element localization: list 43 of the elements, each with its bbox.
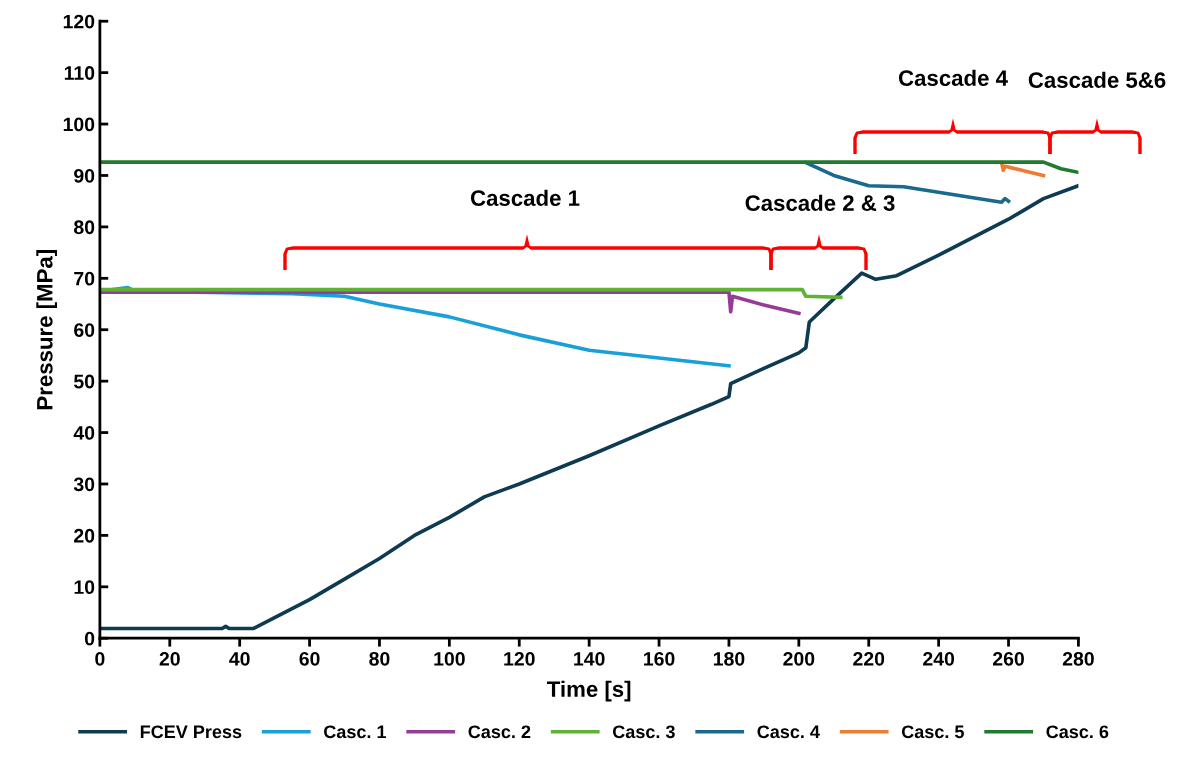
x-axis-title: Time [s] [547,680,631,702]
annotation: Cascade 2 & 3 [745,194,895,211]
y-tick-label: 90 [74,168,95,183]
y-tick-label: 20 [74,528,95,543]
x-tick-label: 60 [299,651,320,666]
x-tick-label: 40 [229,651,250,666]
annotation: Cascade 4 [898,69,1008,86]
y-axis-title: Pressure [MPa] [36,250,58,410]
x-tick-label: 280 [1062,651,1094,666]
annotation: Cascade 5&6 [1028,71,1166,88]
x-tick-label: 240 [923,651,955,666]
x-tick-label: 100 [434,651,465,666]
x-tick-label: 0 [95,651,105,666]
line-series [99,290,801,316]
y-tick-label: 40 [73,426,95,440]
legend-label: Casc. 6 [1046,725,1109,739]
legend-label: Casc. 2 [468,725,531,739]
legend-label: FCEV Press [140,725,242,739]
line-series [99,183,1079,631]
x-tick-label: 140 [574,651,605,666]
y-tick-label: 10 [74,580,95,595]
legend-label: Casc. 3 [612,725,675,739]
x-tick-label: 80 [369,651,390,666]
legend-label: Casc. 1 [324,725,387,739]
annotation: Cascade 1 [470,189,580,206]
x-tick-label: 260 [992,651,1024,666]
y-tick-label: 120 [63,14,95,29]
x-tick-label: 200 [783,651,815,666]
legend-label: Casc. 4 [757,725,820,739]
x-tick-label: 120 [504,651,535,666]
y-tick-label: 30 [73,477,95,492]
y-tick-label: 70 [74,271,95,286]
y-tick-label: 100 [63,117,95,132]
y-tick-label: 50 [73,374,95,389]
y-tick-label: 0 [84,631,95,646]
x-tick-label: 220 [853,651,885,666]
x-tick-label: 20 [159,651,180,666]
x-tick-label: 180 [713,651,745,666]
y-tick-label: 80 [74,220,95,235]
y-tick-label: 110 [64,66,95,80]
y-tick-label: 60 [74,323,95,337]
legend-label: Casc. 5 [901,725,964,739]
x-tick-label: 160 [644,651,675,666]
